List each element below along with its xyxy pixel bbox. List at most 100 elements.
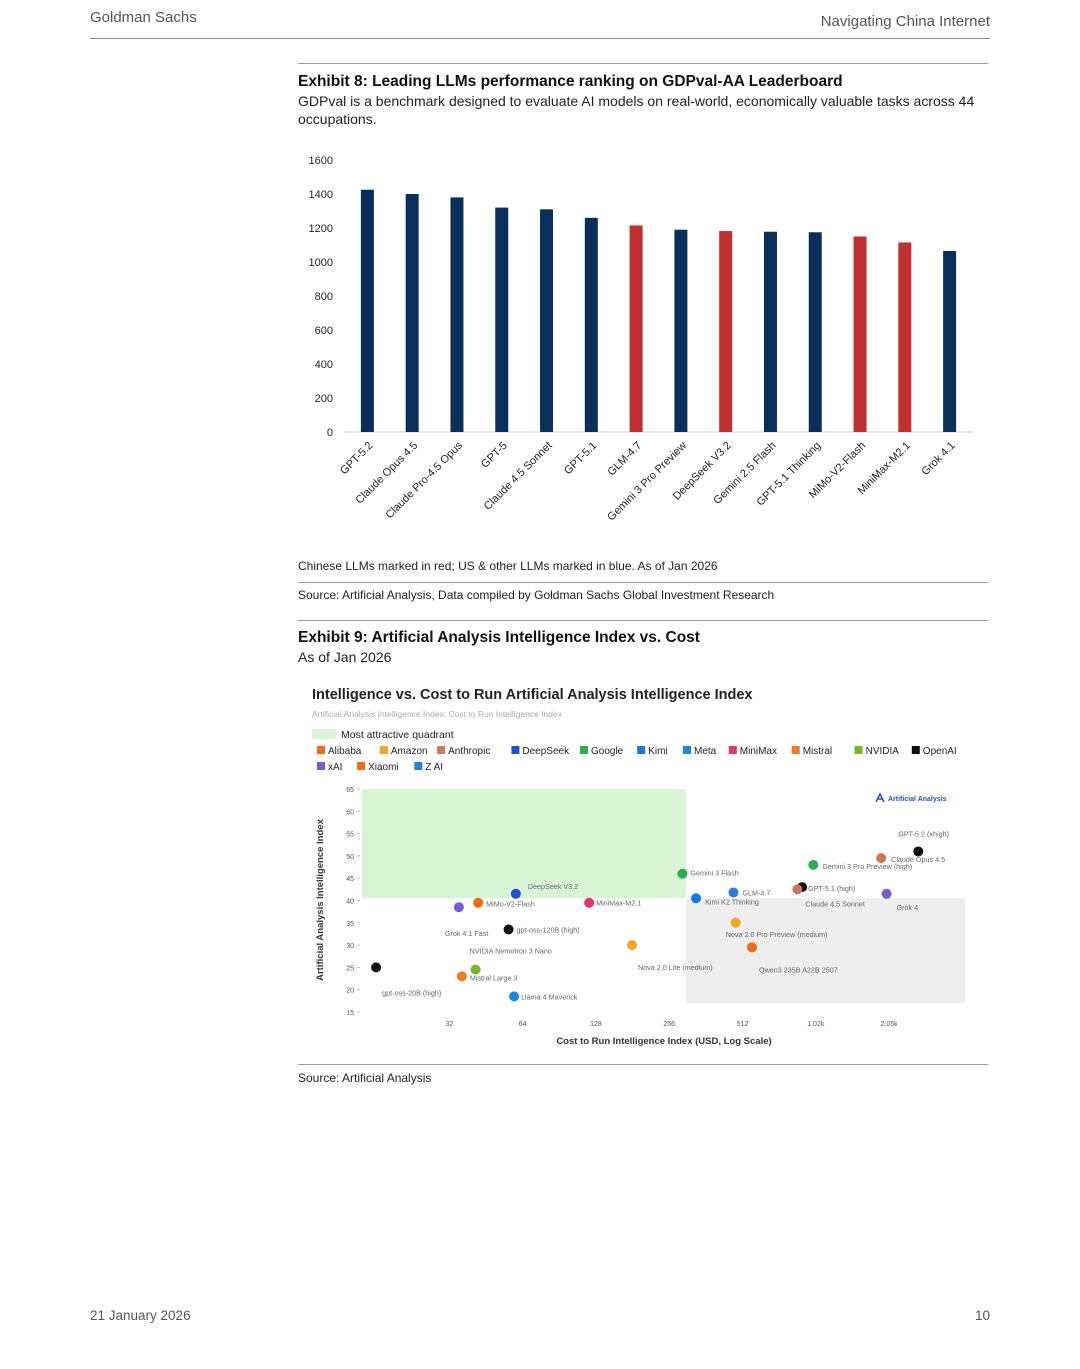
point-label-nvidia-nemotron-3-nano: NVIDIA Nemotron 3 Nano: [470, 947, 552, 956]
legend-label-amazon: Amazon: [391, 746, 428, 757]
point-nova-2-0-lite-medium: [626, 940, 637, 951]
shaded-region: [686, 898, 965, 1004]
exhibit8-title: Exhibit 8: Leading LLMs performance rank…: [298, 73, 843, 90]
point-label-mimo-v2-flash: MiMo-V2-Flash: [486, 900, 535, 909]
legend-label-xiaomi: Xiaomi: [368, 762, 399, 773]
x-axis-title: Cost to Run Intelligence Index (USD, Log…: [556, 1036, 771, 1047]
y-tick-label: 400: [315, 359, 333, 371]
bar-gpt-5-1-thinking: [808, 232, 822, 432]
bar-claude-pro-4-5-opus: [450, 197, 464, 432]
point-gpt-oss-120b-high: [503, 924, 514, 935]
point-label-minimax-m2-1: MiniMax-M2.1: [596, 899, 641, 908]
y-tick-label: 800: [315, 291, 333, 303]
y-tick-label: 40: [346, 899, 354, 906]
y-tick-label: 15: [346, 1010, 354, 1017]
x-tick-label: Claude Pro-4.5 Opus: [384, 439, 466, 521]
legend-swatch-meta: [683, 746, 691, 754]
point-label-gpt-5-1-high: GPT-5.1 (high): [808, 884, 855, 893]
watermark: Artificial Analysis: [888, 796, 947, 803]
exhibit9-subtitle: As of Jan 2026: [298, 649, 392, 665]
x-tick-label: 128: [590, 1021, 602, 1028]
legend-swatch-openai: [911, 746, 920, 754]
point-glm-4-7: [728, 887, 739, 898]
intelligence-vs-cost-scatter: Intelligence vs. Cost to Run Artificial …: [312, 687, 965, 1047]
footer-date: 21 January 2026: [90, 1308, 191, 1323]
point-label-nova-2-0-pro-preview-medium: Nova 2.0 Pro Preview (medium): [726, 930, 828, 939]
point-label-grok-4: Grok 4: [897, 903, 919, 912]
x-tick-label: 2.05k: [881, 1021, 899, 1028]
point-llama-4-maverick: [509, 991, 520, 1002]
point-mimo-v2-flash: [473, 897, 484, 908]
header-divider: [90, 38, 990, 39]
point-qwen3-235b-a22b-2507: [746, 942, 757, 953]
legend-label-kimi: Kimi: [648, 746, 667, 757]
legend-label-mistral: Mistral: [803, 746, 832, 757]
legend-swatch-minimax: [728, 746, 737, 754]
x-tick-label: GPT-5: [479, 440, 510, 471]
point-claude-opus-4-5: [876, 853, 887, 864]
point-label-kimi-k2-thinking: Kimi K2 Thinking: [705, 897, 759, 906]
legend-swatch-xai: [317, 762, 325, 770]
legend-label-minimax: MiniMax: [740, 746, 777, 757]
legend-label-google: Google: [591, 746, 624, 757]
point-gemini-3-flash: [677, 868, 688, 879]
bar-gpt-5: [495, 207, 509, 432]
bar-gpt-5-2: [360, 189, 374, 432]
x-tick-label: GPT-5.2: [338, 440, 375, 477]
point-minimax-m2-1: [584, 897, 595, 908]
exhibit8-subtitle: GDPval is a benchmark designed to evalua…: [298, 93, 975, 127]
quadrant-legend-label: Most attractive quadrant: [341, 729, 454, 741]
legend-label-alibaba: Alibaba: [328, 746, 362, 757]
exhibit8-source: Source: Artificial Analysis, Data compil…: [298, 588, 775, 602]
legend-label-xai: xAI: [328, 762, 342, 773]
x-tick-label: Grok 4.1: [919, 440, 957, 478]
point-label-claude-4-5-sonnet: Claude 4.5 Sonnet: [805, 899, 865, 908]
legend-label-deepseek: DeepSeek: [522, 746, 570, 757]
y-axis-title: Artificial Analysis Intelligence Index: [315, 818, 326, 980]
bar-gemini-3-pro-preview: [674, 229, 688, 432]
legend-swatch-kimi: [637, 746, 646, 754]
y-tick-label: 1200: [309, 223, 333, 235]
point-label-nova-2-0-lite-medium: Nova 2.0 Lite (medium): [638, 963, 713, 972]
legend-swatch-nvidia: [854, 746, 863, 754]
scatter-subtitle: Artificial Analysis Intelligence Index; …: [312, 709, 563, 719]
legend-label-anthropic: Anthropic: [448, 746, 490, 757]
attractive-quadrant: [362, 789, 687, 899]
point-grok-4: [881, 888, 892, 899]
x-tick-label: 1.02k: [807, 1021, 825, 1028]
header-report-title: Navigating China Internet: [820, 13, 990, 30]
header-company: Goldman Sachs: [90, 9, 197, 26]
bar-claude-opus-4-5: [405, 194, 419, 432]
point-mistral-large-3: [456, 971, 467, 982]
point-label-glm-4-7: GLM-4.7: [742, 888, 770, 897]
bar-grok-4-1: [943, 250, 957, 432]
scatter-title: Intelligence vs. Cost to Run Artificial …: [312, 687, 752, 703]
point-label-gpt-5-2-xhigh: GPT-5.2 (xhigh): [898, 829, 949, 838]
y-tick-label: 55: [346, 832, 354, 839]
exhibit8-note: Chinese LLMs marked in red; US & other L…: [298, 559, 718, 573]
point-label-qwen3-235b-a22b-2507: Qwen3 235B A22B 2507: [759, 965, 838, 974]
legend-swatch-alibaba: [317, 746, 325, 754]
exhibit8-top-rule: [298, 63, 988, 64]
point-label-gemini-3-flash: Gemini 3 Flash: [690, 869, 738, 878]
point-label-grok-4-1-fast: Grok 4.1 Fast: [445, 929, 489, 938]
y-tick-label: 25: [346, 965, 354, 972]
point-label-gemini-3-pro-preview-high: Gemini 3 Pro Preview (high): [822, 862, 912, 871]
point-gpt-5-2-xhigh: [913, 846, 924, 857]
point-nova-2-0-pro-preview-medium: [730, 917, 741, 928]
y-tick-label: 35: [346, 921, 354, 928]
bar-glm-4-7: [629, 225, 643, 432]
y-tick-label: 0: [327, 427, 333, 439]
legend-label-openai: OpenAI: [923, 746, 957, 757]
exhibit9-top-rule: [298, 620, 988, 621]
bar-mimo-v2-flash: [853, 236, 867, 432]
x-tick-label: GPT-5.1: [562, 440, 599, 477]
y-tick-label: 1000: [309, 257, 333, 269]
x-tick-label: 32: [445, 1021, 453, 1028]
y-tick-label: 600: [315, 325, 333, 337]
point-label-deepseek-v3-2: DeepSeek V3.2: [528, 882, 578, 891]
x-tick-label: Gemini 3 Pro Preview: [605, 440, 689, 524]
x-tick-label: 64: [519, 1021, 527, 1028]
y-tick-label: 60: [346, 809, 354, 816]
point-nvidia-nemotron-3-nano: [470, 964, 481, 975]
